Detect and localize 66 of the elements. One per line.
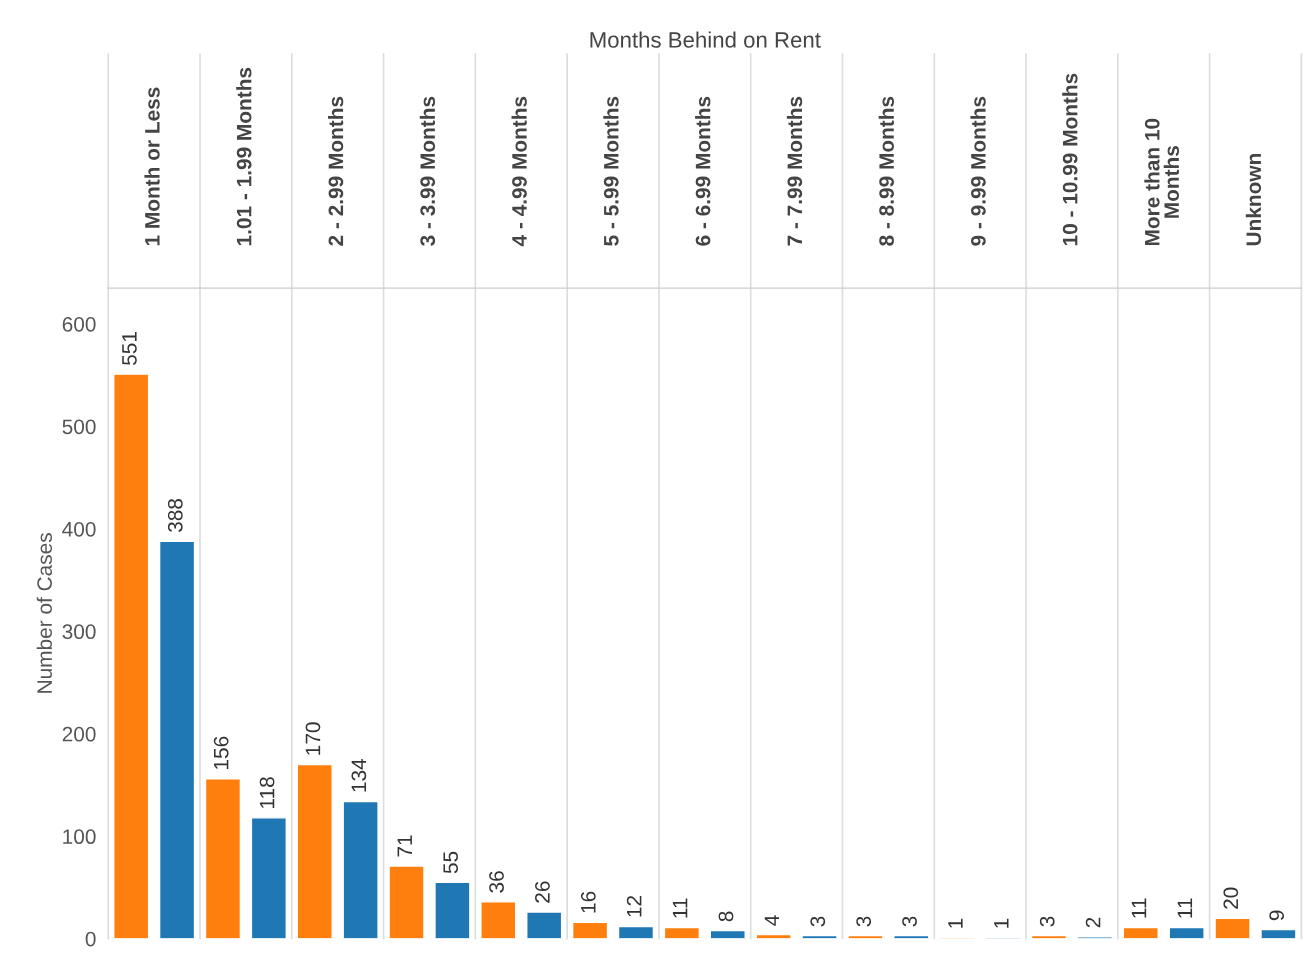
data-label: 118 [259,777,275,808]
data-label: 71 [397,835,412,857]
bar [250,817,287,939]
data-label: 16 [580,891,596,913]
data-label: 156 [213,736,229,769]
data-label: 170 [305,722,321,755]
data-label: 3 [1039,916,1055,927]
y-axis-title: Number of Cases [36,533,52,693]
data-label: 11 [1177,898,1193,918]
x-tick-label: 8 - 8.99 Months [878,96,894,246]
bar [1122,926,1159,939]
data-label: 8 [718,911,734,922]
x-axis-title: Months Behind on Rent [590,31,821,48]
bar [663,926,701,939]
bar [1168,926,1205,939]
x-tick-label: 6 - 6.99 Months [695,96,711,246]
y-tick-label: 200 [62,726,96,742]
data-label: 20 [1223,887,1239,909]
bar [158,540,196,939]
data-label: 36 [489,871,504,893]
data-label: 134 [351,758,367,792]
x-tick-label: Unknown [1245,153,1262,246]
data-label: 3 [856,916,872,927]
y-tick-label: 0 [85,931,96,947]
bar [388,865,425,939]
data-label: 3 [810,916,826,927]
x-tick-label: 3 - 3.99 Months [419,96,436,246]
bar [1214,917,1251,939]
bar [480,901,517,939]
data-label: 11 [1131,898,1147,918]
x-tick-label: 9 - 9.99 Months [970,96,986,246]
x-tick-label: 1.01 - 1.99 Months [236,67,252,246]
x-tick-label: 1 Month or Less [144,87,160,246]
bar [526,911,563,939]
data-label: 11 [672,898,688,918]
data-label: 388 [167,499,183,533]
y-tick-label: 500 [62,419,96,435]
data-label: 12 [626,895,642,917]
bar [204,778,242,939]
data-label: 55 [443,851,459,874]
bar [617,925,655,939]
y-tick-label: 100 [63,829,96,845]
bar [571,921,609,939]
bar [1260,928,1297,939]
bar [113,373,150,939]
bar [296,763,333,939]
x-tick-label: More than 10 Months [1144,118,1180,246]
bar [434,881,471,939]
y-tick-label: 400 [62,521,96,537]
bar [709,929,746,939]
data-label: 26 [535,881,550,903]
x-tick-label: 7 - 7.99 Months [786,96,803,246]
x-tick-label: 5 - 5.99 Months [603,96,619,246]
data-label: 1 [948,918,963,928]
x-tick-label: 10 - 10.99 Months [1062,73,1078,246]
data-label: 551 [122,332,137,366]
y-tick-label: 600 [62,316,96,332]
x-tick-label: 2 - 2.99 Months [327,96,344,246]
data-label: 9 [1269,910,1285,921]
bar [342,800,379,939]
y-tick-label: 300 [62,624,96,640]
x-tick-label: 4 - 4.99 Months [511,96,527,247]
data-label: 4 [764,915,780,926]
data-label: 2 [1085,917,1101,928]
data-label: 1 [994,918,1009,928]
data-label: 3 [902,916,917,927]
